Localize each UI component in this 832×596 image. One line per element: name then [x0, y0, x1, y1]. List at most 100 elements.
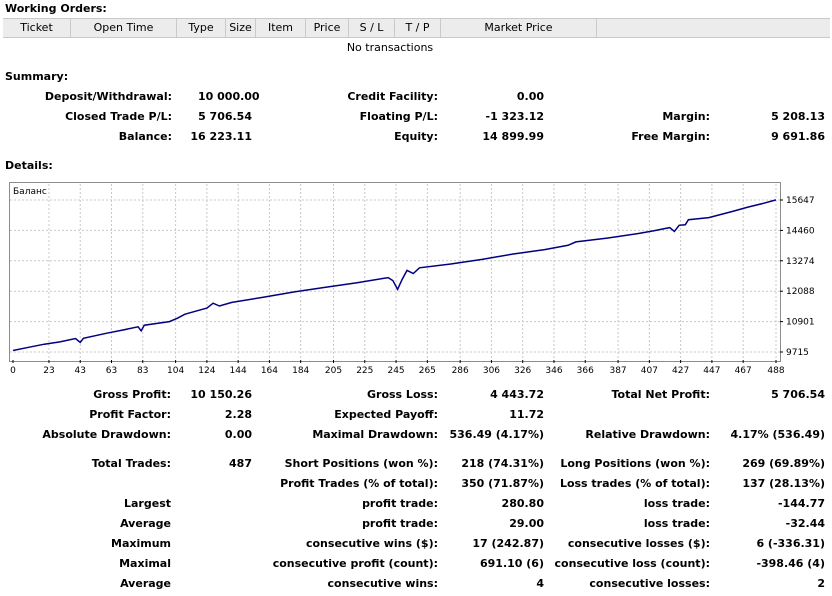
- chart-x-tick-label: 366: [577, 366, 594, 376]
- gross-profit-value: 10 150.26: [190, 388, 252, 401]
- chart-x-tick-label: 23: [43, 366, 54, 376]
- summary-heading: Summary:: [5, 70, 69, 83]
- chart-x-tick-label: 83: [137, 366, 148, 376]
- floating-value: -1 323.12: [485, 110, 545, 123]
- loss-trades-label: Loss trades (% of total):: [559, 477, 710, 490]
- chart-x-tick-label: 225: [356, 366, 373, 376]
- chart-x-tick-label: 447: [703, 366, 720, 376]
- average-consecutive-wins-value: 4: [536, 577, 544, 590]
- absolute-drawdown-label: Absolute Drawdown:: [42, 428, 171, 441]
- column-market-price[interactable]: Market Price: [441, 19, 597, 37]
- margin-label: Margin:: [662, 110, 710, 123]
- chart-y-tick-label: 9715: [786, 348, 809, 358]
- deposit-label: Deposit/Withdrawal:: [44, 90, 172, 103]
- column-price[interactable]: Price: [306, 19, 349, 37]
- column-open-time[interactable]: Open Time: [71, 19, 177, 37]
- total-trades-value: 487: [229, 457, 252, 470]
- profit-trades-label: Profit Trades (% of total):: [280, 477, 438, 490]
- orders-table-header: Ticket Open Time Type Size Item Price S …: [3, 18, 830, 38]
- chart-x-tick-label: 144: [230, 366, 247, 376]
- column-item[interactable]: Item: [256, 19, 306, 37]
- max-consecutive-wins-value: 17 (242.87): [472, 537, 544, 550]
- chart-y-tick-label: 13274: [786, 257, 815, 267]
- balance-label: Balance:: [118, 130, 172, 143]
- chart-ticks: 0 23 43 63 83 104 124 144 164 184 205 225 245 265 286 3…: [10, 196, 815, 376]
- deposit-value: 10 000.00: [198, 90, 260, 103]
- maximal-drawdown-value: 536.49 (4.17%): [449, 428, 545, 441]
- expected-payoff-value: 11.72: [509, 408, 544, 421]
- chart-x-tick-label: 265: [419, 366, 436, 376]
- average-profit-label: profit trade:: [362, 517, 438, 530]
- free-margin-label: Free Margin:: [631, 130, 710, 143]
- average-loss-label: loss trade:: [643, 517, 710, 530]
- credit-label: Credit Facility:: [347, 90, 438, 103]
- chart-x-tick-label: 124: [198, 366, 215, 376]
- equity-value: 14 899.99: [482, 130, 544, 143]
- largest-profit-label: profit trade:: [362, 497, 438, 510]
- total-net-profit-label: Total Net Profit:: [611, 388, 711, 401]
- chart-x-tick-label: 387: [609, 366, 626, 376]
- maximal-drawdown-label: Maximal Drawdown:: [312, 428, 438, 441]
- chart-x-tick-label: 427: [672, 366, 689, 376]
- chart-x-tick-label: 346: [545, 366, 562, 376]
- gross-loss-value: 4 443.72: [490, 388, 544, 401]
- average-consecutive-label: Average: [120, 577, 171, 590]
- empty-orders-message: No transactions: [346, 41, 434, 54]
- average-consecutive-losses-label: consecutive losses:: [589, 577, 710, 590]
- short-positions-value: 218 (74.31%): [461, 457, 544, 470]
- floating-label: Floating P/L:: [359, 110, 438, 123]
- profit-factor-label: Profit Factor:: [89, 408, 171, 421]
- expected-payoff-label: Expected Payoff:: [334, 408, 438, 421]
- chart-x-tick-label: 43: [75, 366, 86, 376]
- maximal-label: Maximal: [119, 557, 171, 570]
- column-sl[interactable]: S / L: [349, 19, 395, 37]
- profit-factor-value: 2.28: [224, 408, 252, 421]
- gross-profit-label: Gross Profit:: [93, 388, 171, 401]
- chart-x-tick-label: 326: [514, 366, 531, 376]
- chart-x-tick-label: 184: [292, 366, 309, 376]
- chart-x-tick-label: 306: [483, 366, 500, 376]
- largest-loss-label: loss trade:: [643, 497, 710, 510]
- total-net-profit-value: 5 706.54: [771, 388, 825, 401]
- average-consecutive-losses-value: 2: [817, 577, 825, 590]
- maximal-consecutive-loss-value: -398.46 (4): [756, 557, 825, 570]
- absolute-drawdown-value: 0.00: [224, 428, 252, 441]
- details-heading: Details:: [5, 159, 53, 172]
- largest-label: Largest: [124, 497, 171, 510]
- maximal-consecutive-loss-label: consecutive loss (count):: [554, 557, 710, 570]
- column-type[interactable]: Type: [177, 19, 226, 37]
- long-positions-label: Long Positions (won %):: [560, 457, 710, 470]
- credit-value: 0.00: [516, 90, 544, 103]
- short-positions-label: Short Positions (won %):: [284, 457, 438, 470]
- chart-x-tick-label: 164: [261, 366, 278, 376]
- largest-profit-value: 280.80: [501, 497, 544, 510]
- gross-loss-label: Gross Loss:: [367, 388, 438, 401]
- column-ticket[interactable]: Ticket: [3, 19, 71, 37]
- chart-y-tick-label: 10901: [786, 318, 815, 328]
- chart-y-tick-label: 12088: [786, 287, 815, 297]
- equity-label: Equity:: [394, 130, 438, 143]
- balance-chart: 0 23 43 63 83 104 124 144 164 184 205 225 245 265 286 3…: [9, 182, 815, 376]
- relative-drawdown-value: 4.17% (536.49): [730, 428, 826, 441]
- chart-x-tick-label: 407: [641, 366, 658, 376]
- closed-trade-value: 5 706.54: [198, 110, 252, 123]
- largest-loss-value: -144.77: [777, 497, 825, 510]
- chart-x-tick-label: 467: [735, 366, 752, 376]
- chart-title: Баланс: [13, 187, 47, 197]
- relative-drawdown-label: Relative Drawdown:: [585, 428, 710, 441]
- long-positions-value: 269 (69.89%): [742, 457, 825, 470]
- column-tp[interactable]: T / P: [395, 19, 441, 37]
- chart-x-tick-label: 488: [767, 366, 784, 376]
- chart-x-tick-label: 286: [452, 366, 469, 376]
- margin-value: 5 208.13: [771, 110, 825, 123]
- balance-value: 16 223.11: [190, 130, 252, 143]
- chart-x-tick-label: 245: [387, 366, 404, 376]
- free-margin-value: 9 691.86: [771, 130, 825, 143]
- chart-x-tick-label: 63: [106, 366, 117, 376]
- chart-x-tick-label: 104: [167, 366, 184, 376]
- maximal-consecutive-profit-label: consecutive profit (count):: [272, 557, 438, 570]
- maximal-consecutive-profit-value: 691.10 (6): [480, 557, 544, 570]
- average-loss-value: -32.44: [785, 517, 825, 530]
- chart-y-tick-label: 14460: [786, 226, 815, 236]
- column-size[interactable]: Size: [226, 19, 256, 37]
